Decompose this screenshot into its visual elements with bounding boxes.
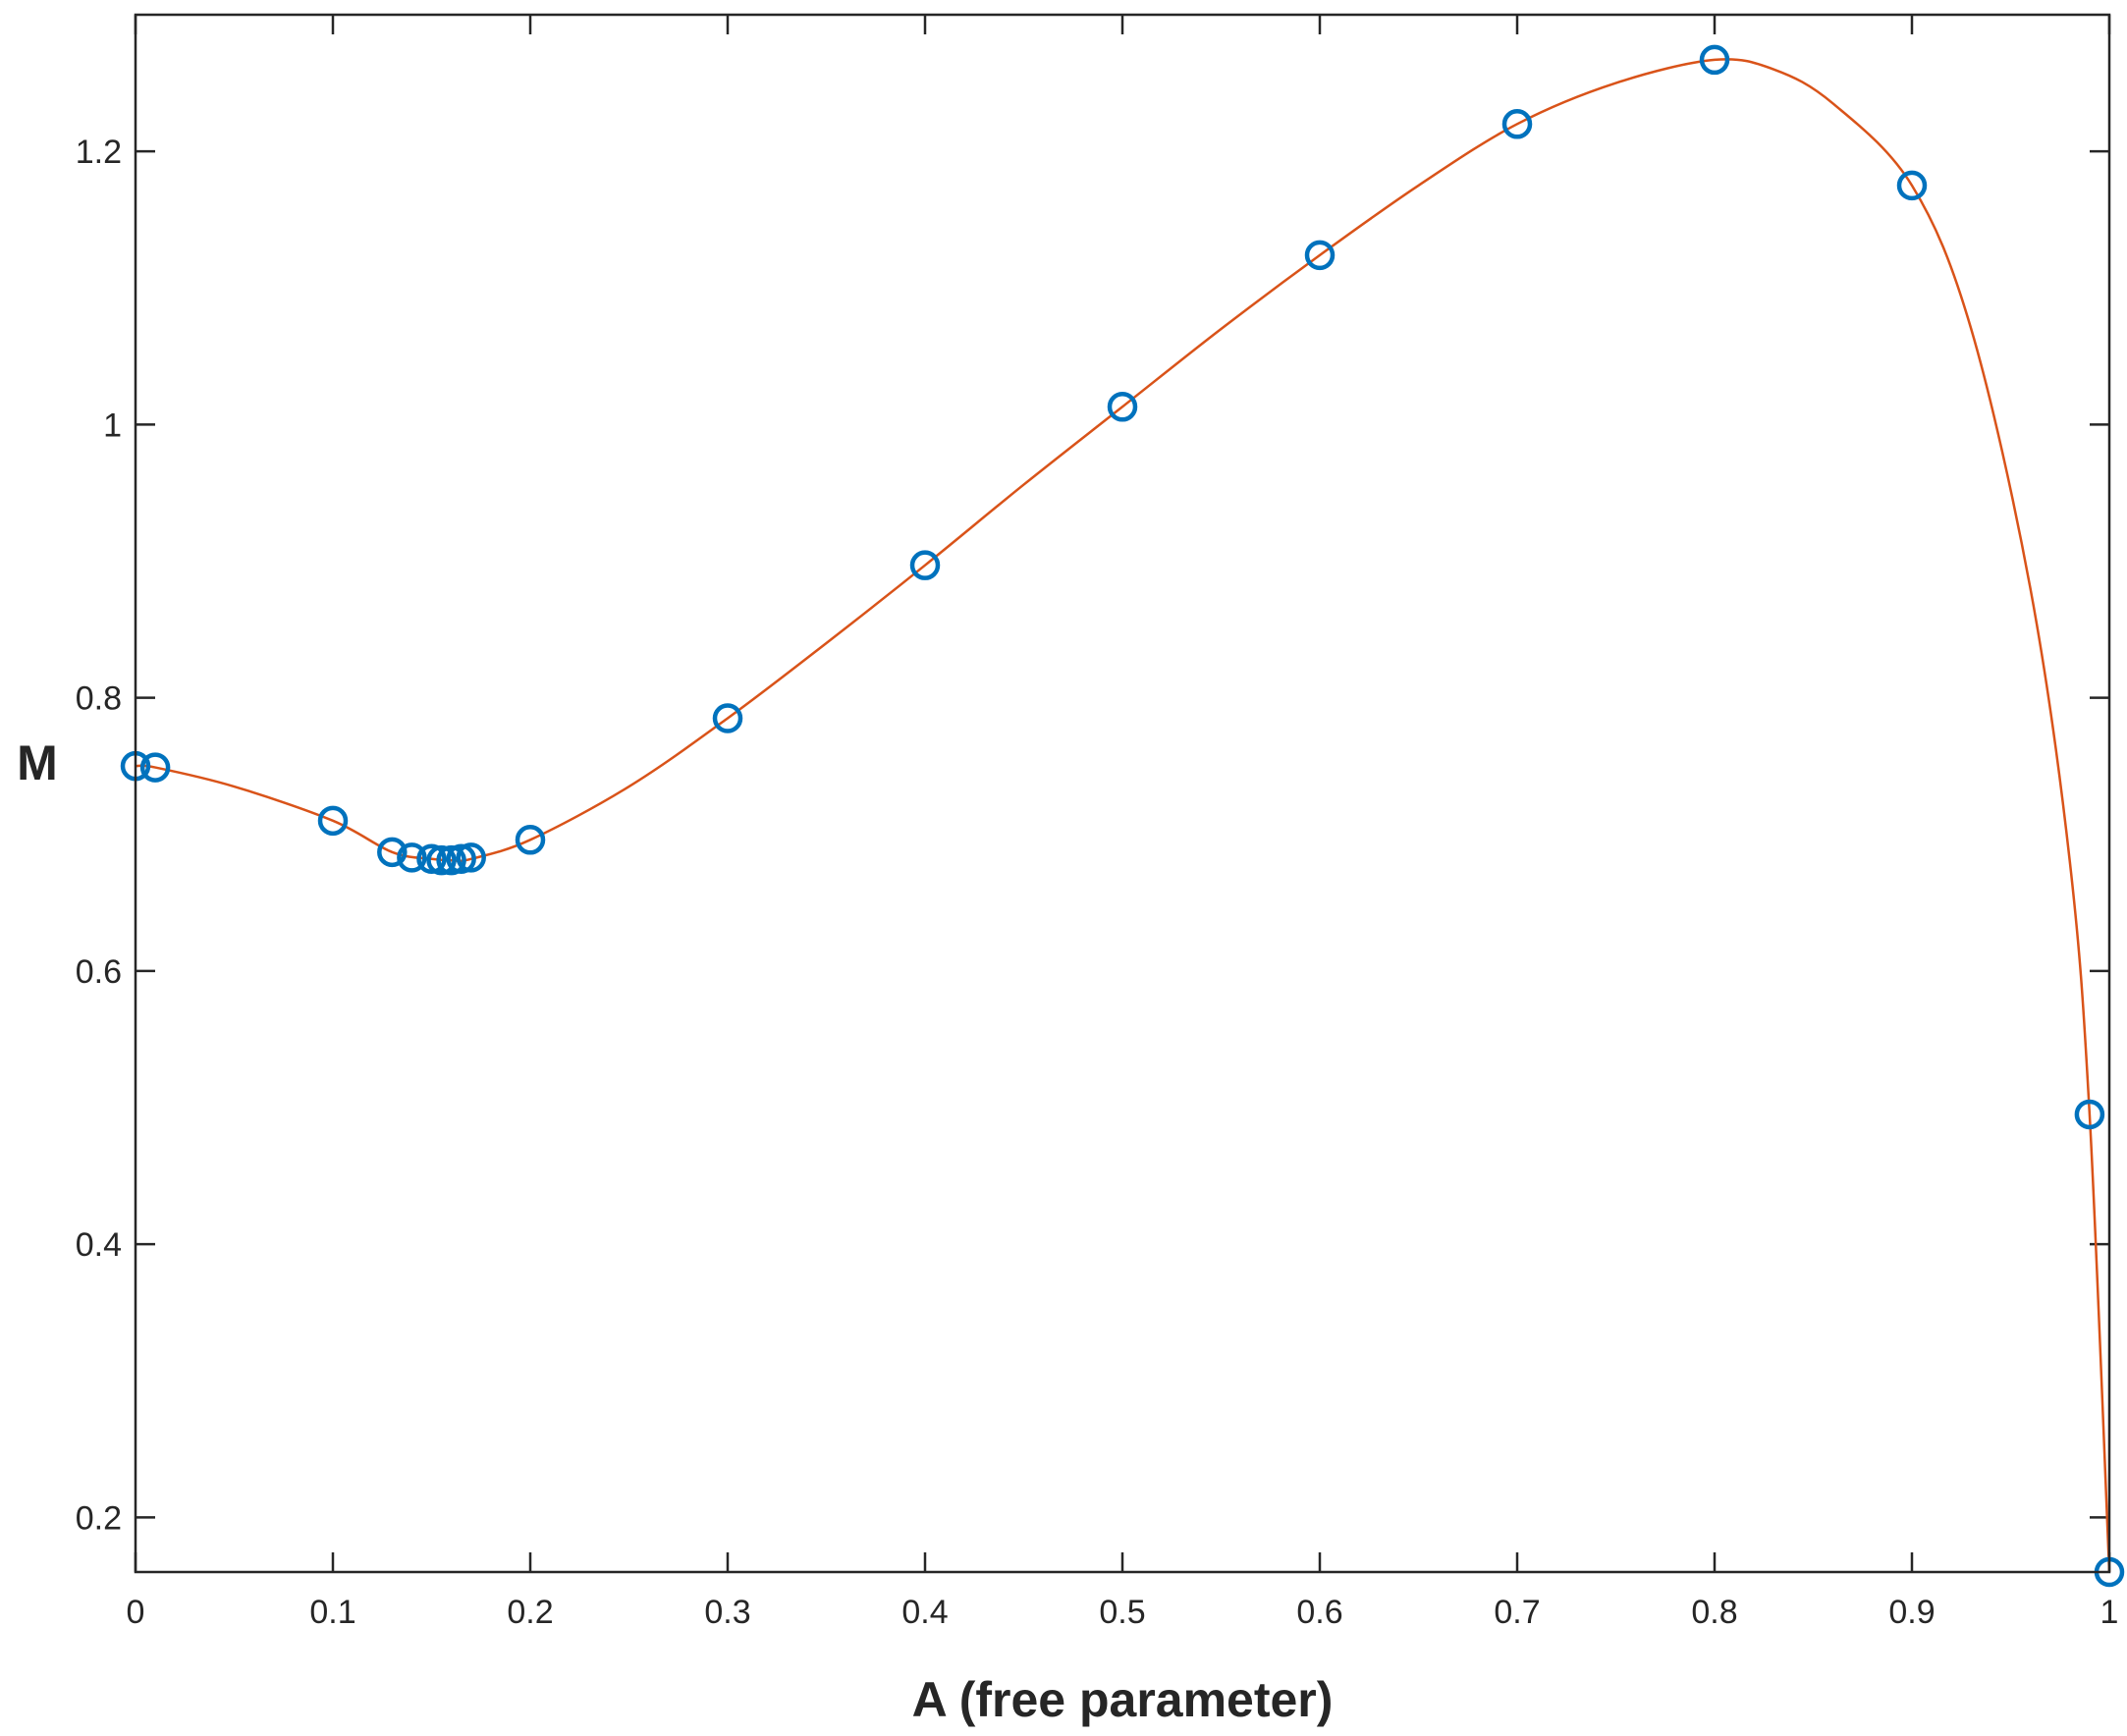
- y-tick-label: 1: [103, 407, 122, 444]
- data-point-marker: [139, 752, 171, 783]
- data-point-marker: [1107, 392, 1138, 422]
- y-tick-label: 0.4: [76, 1226, 122, 1264]
- data-point-marker: [909, 550, 941, 580]
- x-tick-label: 0.5: [1099, 1594, 1145, 1631]
- x-tick-label: 0.6: [1296, 1594, 1342, 1631]
- y-tick-label: 0.2: [76, 1499, 122, 1537]
- data-point-marker: [377, 837, 408, 868]
- data-point-marker: [456, 842, 486, 873]
- x-tick-label: 1: [2100, 1594, 2119, 1631]
- data-point-marker: [515, 825, 546, 855]
- x-tick-label: 0.2: [507, 1594, 553, 1631]
- data-point-marker: [1304, 240, 1336, 271]
- y-tick-label: 1.2: [76, 134, 122, 171]
- data-point-marker: [1699, 44, 1730, 76]
- plot-background: [136, 15, 2109, 1572]
- data-point-marker: [317, 805, 349, 837]
- x-tick-label: 0.9: [1888, 1594, 1935, 1631]
- data-point-marker: [426, 844, 457, 876]
- data-point-marker: [2074, 1099, 2105, 1130]
- y-axis-ticks: 0.2 0.4 0.6 0.8 1 1.2: [76, 134, 2109, 1537]
- x-axis-title: A (free parameter): [912, 1672, 1334, 1727]
- y-axis-title: M: [17, 735, 58, 790]
- x-tick-label: 0.7: [1494, 1594, 1540, 1631]
- axes-box: [134, 13, 2111, 1574]
- data-point-marker: [1501, 109, 1533, 139]
- x-tick-label: 0.3: [704, 1594, 750, 1631]
- x-tick-label: 0.8: [1691, 1594, 1737, 1631]
- x-tick-label: 0.4: [901, 1594, 948, 1631]
- y-tick-label: 0.6: [76, 953, 122, 991]
- y-tick-label: 0.8: [76, 680, 122, 718]
- plot-area: [120, 44, 2125, 1588]
- data-point-marker: [446, 843, 476, 875]
- data-point-marker: [712, 703, 743, 733]
- data-point-marker: [1896, 170, 1928, 201]
- x-tick-label: 0: [127, 1594, 145, 1631]
- data-point-marker: [397, 842, 427, 873]
- data-point-marker: [436, 844, 466, 876]
- x-axis-ticks: 0 0.1 0.2 0.3 0.4 0.5 0.6 0.7 0.8 0.9 1: [127, 15, 2119, 1631]
- data-point-marker: [416, 843, 447, 875]
- x-tick-label: 0.1: [309, 1594, 355, 1631]
